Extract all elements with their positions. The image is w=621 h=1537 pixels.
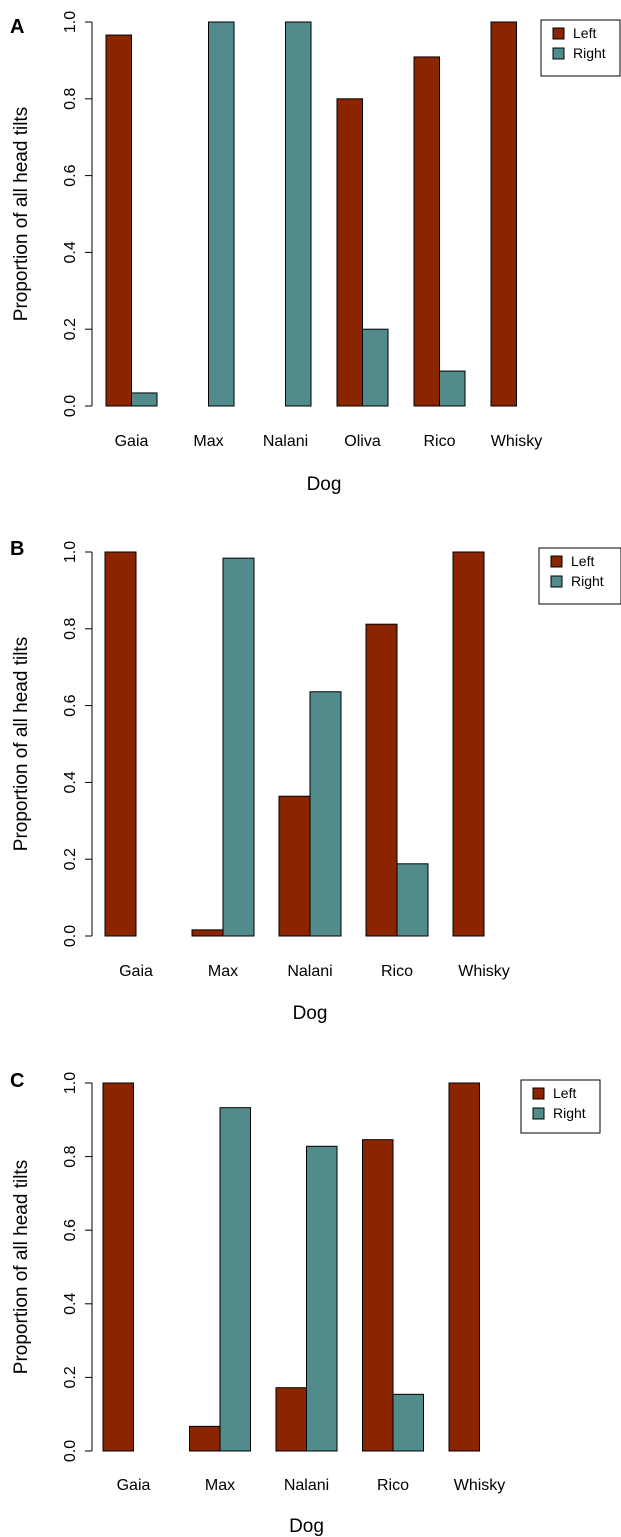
- chart-panel-b: B 0.0 0.2 0.4 0.6 0.8 1.0 Proportion of all hea…: [10, 538, 621, 1024]
- y-tick-label: 1.0: [62, 1072, 79, 1094]
- bar-left-gaia: [105, 34, 132, 407]
- x-tick-label: Oliva: [344, 433, 381, 450]
- x-tick-label: Whisky: [491, 433, 543, 450]
- chart-panel-a: A 0.0 0.2 0.4 0.6 0.8 1.0 Proportion of all hea…: [10, 11, 621, 495]
- legend: Left Right: [540, 19, 621, 77]
- y-tick-label: 0.8: [62, 618, 79, 640]
- x-tick-label: Max: [205, 1477, 235, 1494]
- y-tick-label: 0.2: [62, 848, 79, 870]
- y-tick-label: 0.4: [62, 241, 79, 263]
- bar-right-rico: [396, 863, 429, 937]
- y-tick-label: 0.6: [62, 694, 79, 716]
- legend-swatch-right: [532, 1107, 545, 1120]
- x-axis-title: Dog: [289, 1516, 324, 1537]
- bar-right-nalani: [306, 1145, 338, 1452]
- x-tick-label: Gaia: [115, 433, 149, 450]
- y-tick-label: 0.8: [62, 88, 79, 110]
- bar-right-nalani: [285, 21, 312, 407]
- y-tick-label: 0.0: [62, 925, 79, 947]
- x-axis-title: Dog: [307, 474, 342, 495]
- legend-label-left: Left: [553, 1085, 576, 1101]
- bar-left-oliva: [336, 98, 363, 407]
- x-tick-label: Nalani: [263, 433, 308, 450]
- legend: Left Right: [538, 547, 621, 605]
- legend-swatch-left: [532, 1087, 545, 1100]
- legend-swatch-right: [550, 575, 563, 588]
- bar-right-max: [219, 1107, 251, 1452]
- y-tick-label: 0.4: [62, 771, 79, 793]
- legend-swatch-left: [550, 555, 563, 568]
- bar-left-max: [189, 1425, 221, 1452]
- y-tick-label: 0.8: [62, 1145, 79, 1167]
- x-tick-label: Gaia: [119, 963, 153, 980]
- legend-label-left: Left: [573, 25, 596, 41]
- bar-left-gaia: [102, 1082, 134, 1452]
- legend-swatch-left: [552, 27, 565, 40]
- legend-label-right: Right: [553, 1105, 586, 1121]
- bar-right-rico: [439, 370, 466, 407]
- y-tick-label: 1.0: [62, 541, 79, 563]
- x-tick-label: Nalani: [284, 1477, 329, 1494]
- legend-label-right: Right: [571, 573, 604, 589]
- y-axis-title: Proportion of all head tilts: [11, 107, 32, 321]
- panel-letter: B: [10, 538, 24, 560]
- bar-right-max: [222, 557, 255, 937]
- x-tick-label: Max: [208, 963, 238, 980]
- bar-right-max: [208, 21, 235, 407]
- y-tick-label: 0.2: [62, 1366, 79, 1388]
- bar-right-gaia: [131, 392, 158, 407]
- bar-left-max: [191, 929, 224, 937]
- y-tick-label: 0.4: [62, 1293, 79, 1315]
- x-axis-title: Dog: [293, 1003, 328, 1024]
- x-tick-label: Rico: [423, 433, 455, 450]
- x-tick-label: Rico: [381, 963, 413, 980]
- chart-panel-c: C 0.0 0.2 0.4 0.6 0.8 1.0 Proportion of all hea…: [10, 1070, 601, 1537]
- x-tick-label: Nalani: [287, 963, 332, 980]
- bar-left-rico: [365, 623, 398, 937]
- bar-right-nalani: [309, 691, 342, 937]
- x-tick-label: Whisky: [454, 1477, 506, 1494]
- legend: Left Right: [520, 1079, 601, 1134]
- bar-left-whisky: [448, 1082, 480, 1452]
- y-tick-label: 0.0: [62, 1440, 79, 1462]
- y-tick-label: 1.0: [62, 11, 79, 33]
- bar-right-oliva: [362, 328, 389, 407]
- x-tick-label: Rico: [377, 1477, 409, 1494]
- bar-left-whisky: [490, 21, 517, 407]
- y-tick-label: 0.0: [62, 395, 79, 417]
- bar-right-rico: [392, 1393, 424, 1452]
- bar-left-rico: [413, 56, 440, 407]
- panel-letter: C: [10, 1070, 24, 1092]
- x-tick-label: Whisky: [458, 963, 510, 980]
- bar-left-nalani: [275, 1387, 307, 1452]
- legend-swatch-right: [552, 47, 565, 60]
- y-tick-label: 0.6: [62, 1219, 79, 1241]
- bar-left-gaia: [104, 551, 137, 937]
- legend-label-right: Right: [573, 45, 606, 61]
- legend-label-left: Left: [571, 553, 594, 569]
- x-tick-label: Max: [193, 433, 223, 450]
- x-tick-label: Gaia: [117, 1477, 151, 1494]
- bar-left-nalani: [278, 795, 311, 937]
- y-tick-label: 0.6: [62, 164, 79, 186]
- legend-box: [540, 19, 621, 77]
- y-axis-title: Proportion of all head tilts: [11, 1160, 32, 1374]
- y-axis-title: Proportion of all head tilts: [11, 637, 32, 851]
- y-tick-label: 0.2: [62, 318, 79, 340]
- bar-left-rico: [362, 1139, 394, 1452]
- bar-left-whisky: [452, 551, 485, 937]
- panel-letter: A: [10, 16, 24, 38]
